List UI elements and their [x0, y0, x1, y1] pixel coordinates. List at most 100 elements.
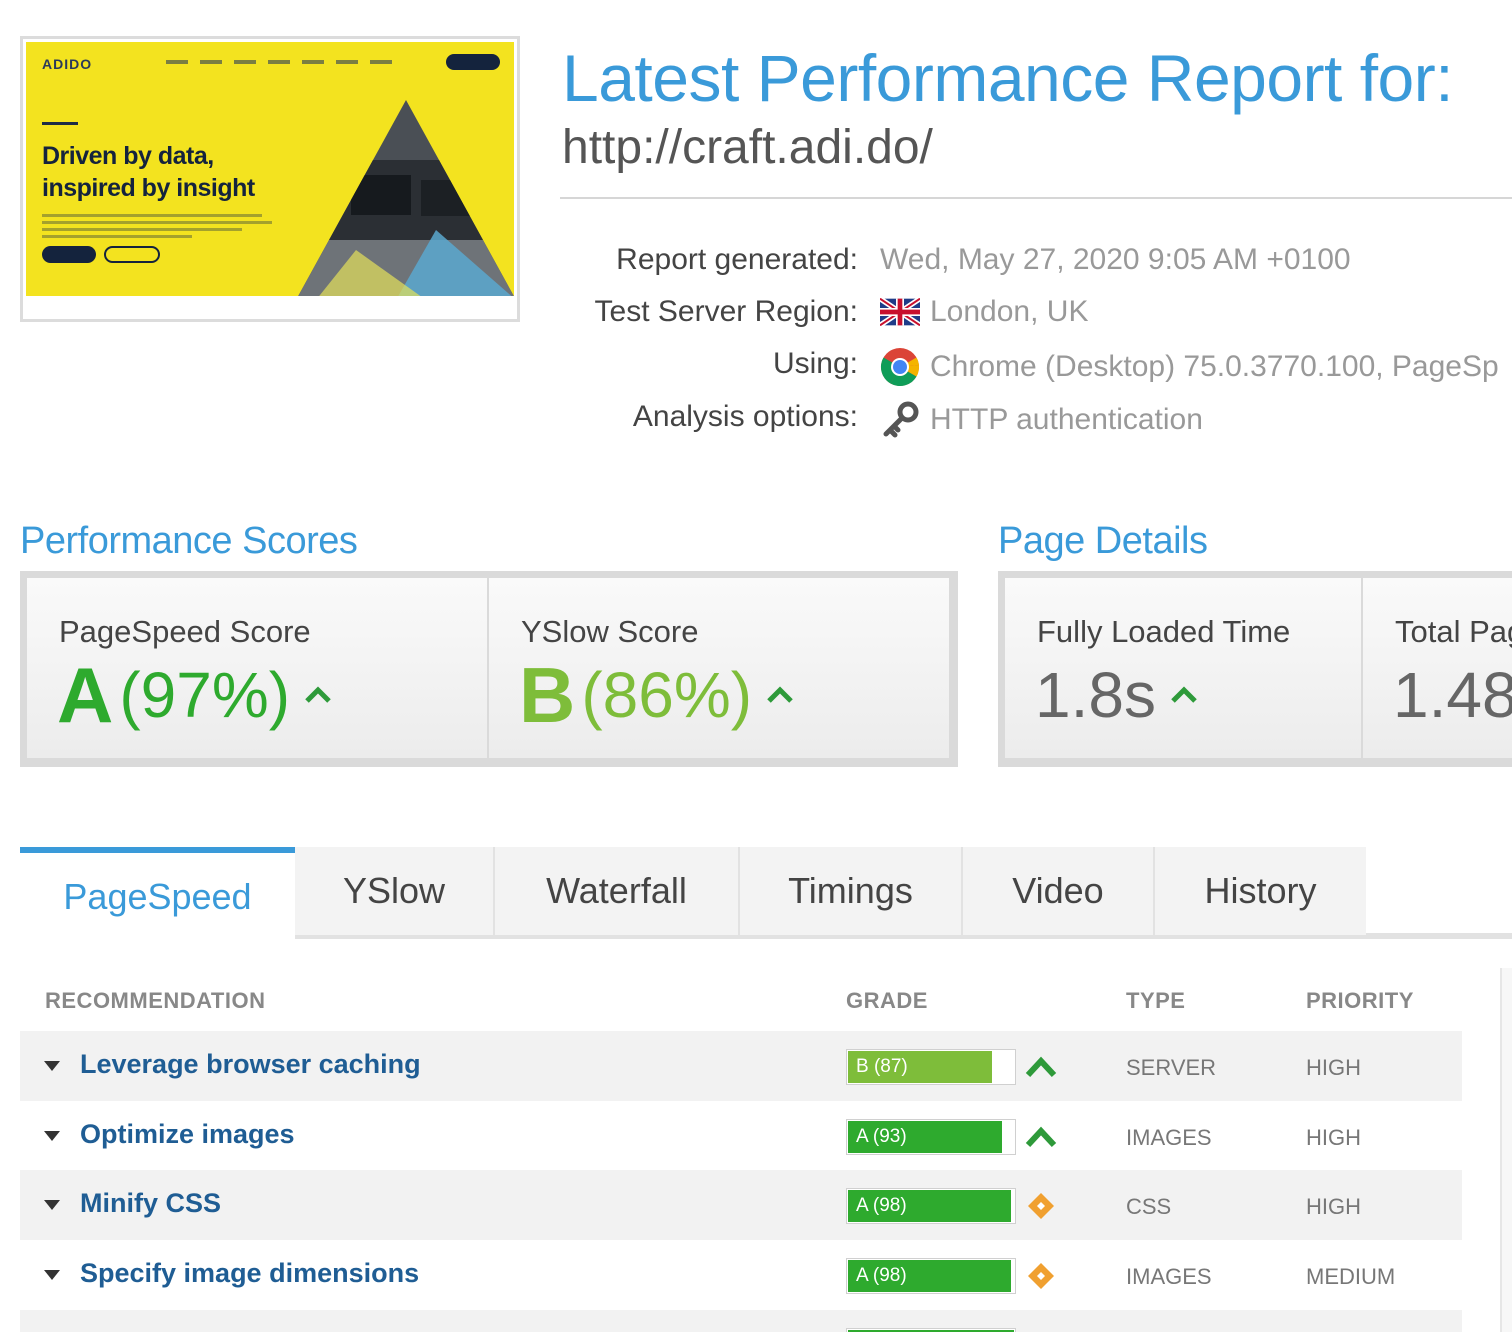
performance-scores-heading: Performance Scores [20, 520, 358, 562]
col-header-recommendation[interactable]: RECOMMENDATION [45, 988, 266, 1013]
table-row-partial [20, 1310, 1462, 1332]
tab-yslow[interactable]: YSlow [295, 847, 495, 935]
row-type: IMAGES [1126, 1264, 1212, 1289]
report-tabs: PageSpeed YSlow Waterfall Timings Video … [20, 847, 1512, 941]
yslow-score-value: B (86%) [519, 652, 794, 738]
tab-pagespeed[interactable]: PageSpeed [20, 847, 295, 941]
using-value-wrap: Chrome (Desktop) 75.0.3770.100, PageSp [880, 347, 1499, 387]
region-value-wrap: London, UK [880, 295, 1088, 329]
yslow-grade: B [519, 651, 576, 739]
page-title: Latest Performance Report for: [562, 41, 1454, 115]
fully-loaded-label: Fully Loaded Time [1037, 614, 1291, 649]
grade-bar-fill: A (98) [848, 1260, 1011, 1292]
row-priority: HIGH [1306, 1055, 1361, 1080]
table-row[interactable]: Optimize images A (93) IMAGES HIGH [20, 1101, 1462, 1171]
total-page-size-card: Total Pag 1.48 [1363, 578, 1512, 758]
yslow-percent: (86%) [581, 659, 753, 731]
meta-test-region: Test Server Region: London, UK [560, 295, 1512, 335]
tab-baseline [295, 933, 1512, 939]
meta-analysis-options: Analysis options: HTTP authentication [560, 400, 1512, 440]
pagespeed-grade: A [57, 651, 114, 739]
tab-video[interactable]: Video [963, 847, 1155, 935]
thumbnail-nav [166, 60, 392, 64]
expand-caret-icon[interactable] [44, 1200, 60, 1210]
thumbnail-headline-line1: Driven by data, [42, 142, 214, 170]
thumbnail-rule [42, 122, 78, 125]
total-page-value: 1.48 [1393, 659, 1512, 731]
report-generated-value: Wed, May 27, 2020 9:05 AM +0100 [880, 243, 1351, 276]
table-row[interactable]: Minify CSS A (98) CSS HIGH [20, 1170, 1462, 1240]
report-url[interactable]: http://craft.adi.do/ [562, 121, 933, 174]
row-type: CSS [1126, 1194, 1172, 1219]
grade-bar-partial [846, 1328, 1016, 1332]
page-details-heading: Page Details [998, 520, 1208, 562]
options-value-wrap: HTTP authentication [880, 400, 1203, 440]
uk-flag-icon [880, 298, 920, 326]
row-type: SERVER [1126, 1055, 1217, 1080]
fully-loaded-value: 1.8s [1035, 659, 1156, 731]
recommendation-link[interactable]: Leverage browser caching [80, 1049, 421, 1079]
col-header-priority[interactable]: PRIORITY [1306, 988, 1414, 1013]
tab-history[interactable]: History [1155, 847, 1366, 935]
page-details-panel: Fully Loaded Time 1.8s Total Pag 1.48 [998, 571, 1512, 767]
options-value[interactable]: HTTP authentication [930, 403, 1203, 436]
using-value: Chrome (Desktop) 75.0.3770.100, PageSp [930, 350, 1499, 383]
row-priority: HIGH [1306, 1194, 1361, 1219]
pagespeed-score-label: PageSpeed Score [59, 614, 311, 649]
fully-loaded-value-wrap: 1.8s [1035, 652, 1198, 738]
recommendation-link[interactable]: Minify CSS [80, 1188, 222, 1218]
header-divider [560, 197, 1512, 199]
recommendation-link[interactable]: Optimize images [80, 1119, 295, 1149]
thumbnail-headline-line2: inspired by insight [42, 174, 255, 202]
pagespeed-trend-up-icon [305, 686, 331, 703]
trend-same-icon [1028, 1193, 1054, 1219]
yslow-score-card: YSlow Score B (86%) [489, 578, 949, 758]
site-screenshot-thumbnail[interactable]: ADIDO Driven by data, inspired by insigh… [20, 36, 520, 322]
grade-bar-fill: A (98) [848, 1190, 1011, 1222]
table-row[interactable]: Leverage browser caching B (87) SERVER HIGH [20, 1031, 1462, 1101]
thumbnail-paragraph [42, 214, 272, 242]
region-value: London, UK [930, 295, 1089, 328]
thumbnail-button-primary [42, 246, 96, 263]
yslow-score-label: YSlow Score [521, 614, 699, 649]
expand-caret-icon[interactable] [44, 1270, 60, 1280]
expand-caret-icon[interactable] [44, 1061, 60, 1071]
thumbnail-button-secondary [104, 246, 160, 263]
grade-fill-partial [848, 1330, 1014, 1332]
table-scrollbar[interactable] [1500, 968, 1512, 1332]
col-header-type[interactable]: TYPE [1126, 988, 1186, 1013]
row-type: IMAGES [1126, 1125, 1212, 1150]
trend-up-icon [1025, 1126, 1057, 1148]
tab-timings[interactable]: Timings [740, 847, 963, 935]
trend-up-icon [1025, 1056, 1057, 1078]
recommendation-link[interactable]: Specify image dimensions [80, 1258, 420, 1288]
thumbnail-cta [446, 54, 500, 70]
pagespeed-score-value: A (97%) [57, 652, 332, 738]
meta-using: Using: Chrome (Desktop) 75.0.3770.100, P… [560, 347, 1512, 387]
yslow-trend-up-icon [767, 686, 793, 703]
table-row[interactable]: Specify image dimensions A (98) IMAGES MEDI… [20, 1240, 1462, 1310]
fully-loaded-trend-up-icon [1171, 686, 1197, 703]
thumbnail-office-photo [296, 100, 514, 296]
grade-bar: B (87) [846, 1049, 1016, 1085]
pagespeed-score-card: PageSpeed Score A (97%) [27, 578, 487, 758]
performance-scores-panel: PageSpeed Score A (97%) YSlow Score B (8… [20, 571, 958, 767]
thumbnail-image: ADIDO Driven by data, inspired by insigh… [26, 42, 514, 296]
grade-bar: A (98) [846, 1258, 1016, 1294]
meta-report-generated: Report generated: Wed, May 27, 2020 9:05… [560, 243, 1512, 283]
total-page-label: Total Pag [1395, 614, 1512, 649]
chrome-icon [880, 348, 920, 387]
row-priority: MEDIUM [1306, 1264, 1396, 1289]
grade-bar-fill: A (93) [848, 1121, 1002, 1153]
thumbnail-headline: Driven by data, inspired by insight [42, 140, 255, 204]
pagespeed-percent: (97%) [119, 659, 291, 731]
trend-same-icon [1028, 1263, 1054, 1289]
fully-loaded-card: Fully Loaded Time 1.8s [1005, 578, 1361, 758]
col-header-grade[interactable]: GRADE [846, 988, 928, 1013]
using-label: Using: [772, 347, 858, 380]
tab-waterfall[interactable]: Waterfall [495, 847, 740, 935]
options-label: Analysis options: [632, 400, 858, 433]
row-priority: HIGH [1306, 1125, 1361, 1150]
expand-caret-icon[interactable] [44, 1131, 60, 1141]
grade-bar: A (93) [846, 1119, 1016, 1155]
